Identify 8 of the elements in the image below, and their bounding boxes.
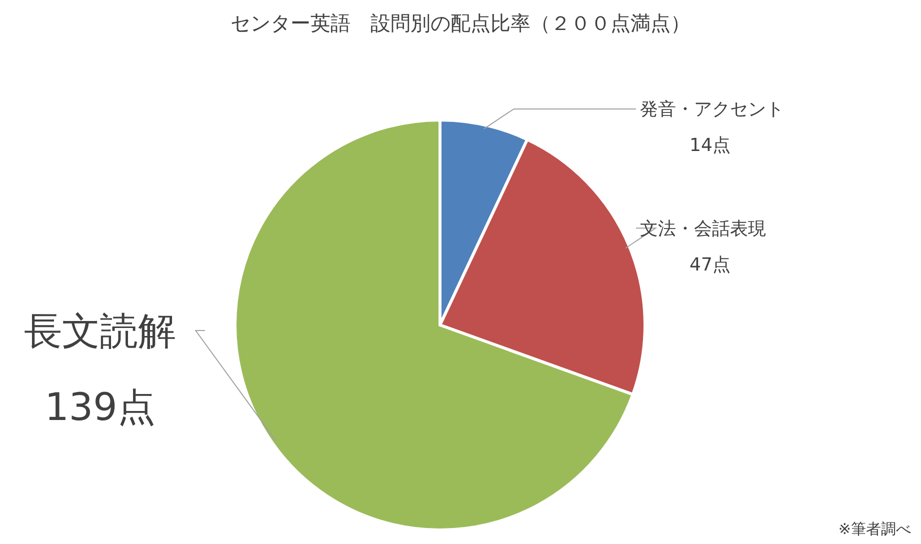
data-label: 長文読解	[24, 308, 176, 353]
annotation: ※筆者調べ	[838, 520, 911, 538]
data-label: 14点	[690, 135, 730, 156]
data-label: 139点	[44, 384, 156, 429]
title: センター英語 設問別の配点比率（２００点満点）	[230, 11, 690, 35]
data-label: 47点	[690, 254, 730, 276]
data-label: 文法・会話表現	[640, 218, 766, 240]
data-label: 発音・アクセント	[640, 99, 784, 120]
